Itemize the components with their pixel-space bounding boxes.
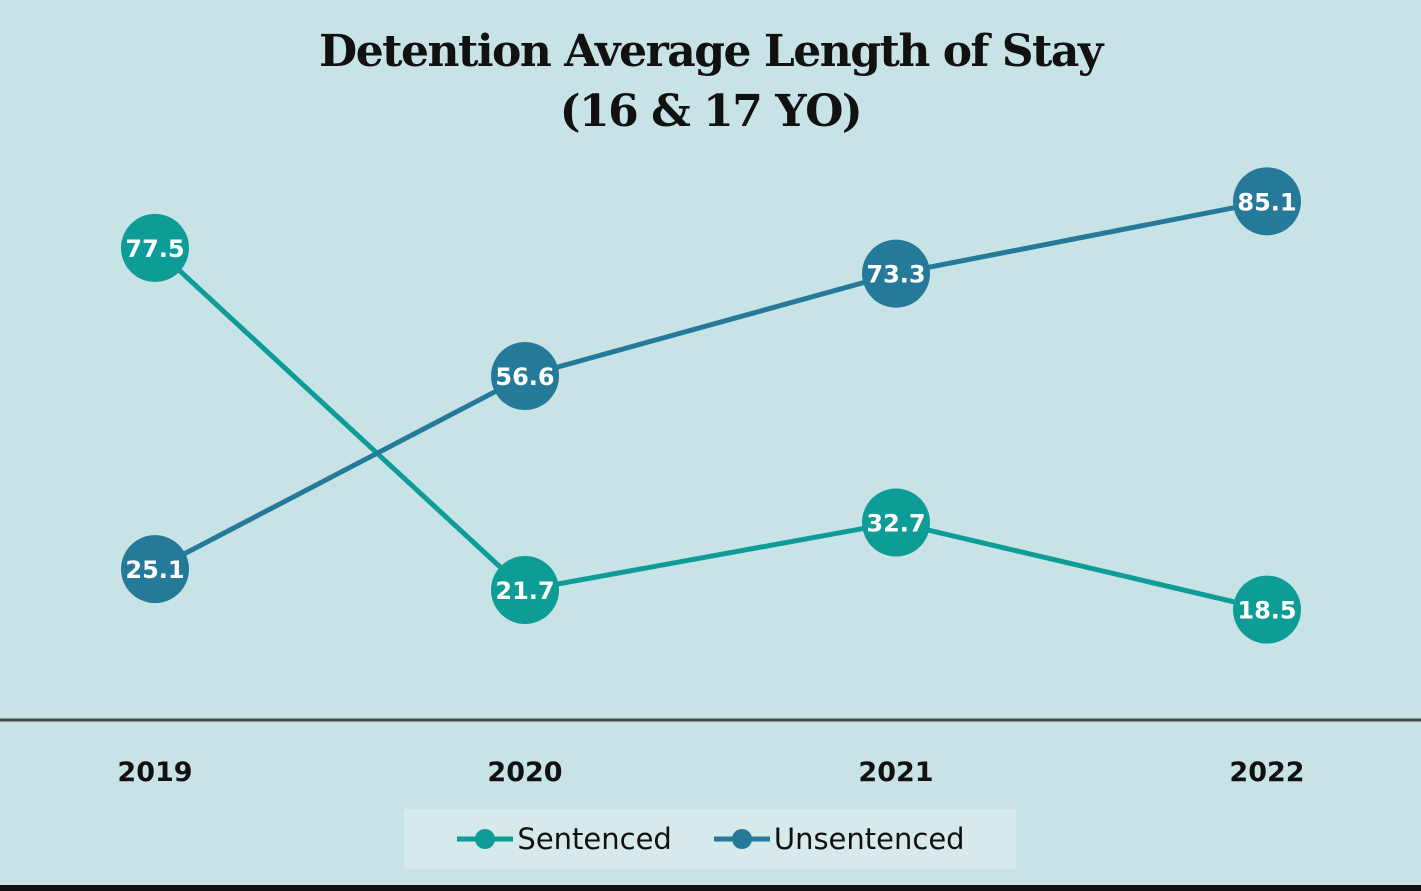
x-tick-label: 2022 (1229, 757, 1304, 788)
series-line-unsentenced (153, 198, 1268, 572)
x-tick-label: 2020 (487, 757, 562, 788)
data-point-sentenced (121, 213, 189, 282)
data-point-unsentenced (121, 535, 189, 604)
data-point-unsentenced (491, 342, 559, 411)
data-point-sentenced (1233, 575, 1301, 644)
legend-label: Sentenced (517, 822, 672, 856)
data-label: 32.7 (866, 510, 925, 538)
legend-label: Unsentenced (773, 822, 965, 856)
x-tick-label: 2019 (117, 757, 192, 788)
data-label: 73.3 (866, 261, 925, 289)
data-label: 77.5 (125, 235, 184, 263)
bottom-border (0, 885, 1421, 891)
data-point-unsentenced (862, 239, 930, 308)
chart-title: Detention Average Length of Stay (319, 26, 1103, 77)
legend-item-unsentenced: Unsentenced (712, 822, 965, 856)
data-point-sentenced (862, 488, 930, 557)
series-line-sentenced (153, 246, 1268, 613)
legend-item-sentenced: Sentenced (455, 822, 672, 856)
data-label: 85.1 (1237, 188, 1296, 216)
data-label: 25.1 (125, 556, 184, 584)
legend-marker-sentenced-icon (457, 829, 514, 849)
legend-marker-unsentenced-icon (713, 829, 770, 849)
x-tick-label: 2021 (858, 757, 933, 788)
data-label: 21.7 (495, 577, 554, 605)
chart-subtitle: (16 & 17 YO) (559, 86, 863, 137)
data-label: 18.5 (1237, 597, 1296, 625)
data-point-sentenced (491, 555, 559, 624)
data-point-unsentenced (1233, 167, 1301, 236)
legend: Sentenced Unsentenced (404, 809, 1016, 869)
data-label: 56.6 (495, 363, 554, 391)
